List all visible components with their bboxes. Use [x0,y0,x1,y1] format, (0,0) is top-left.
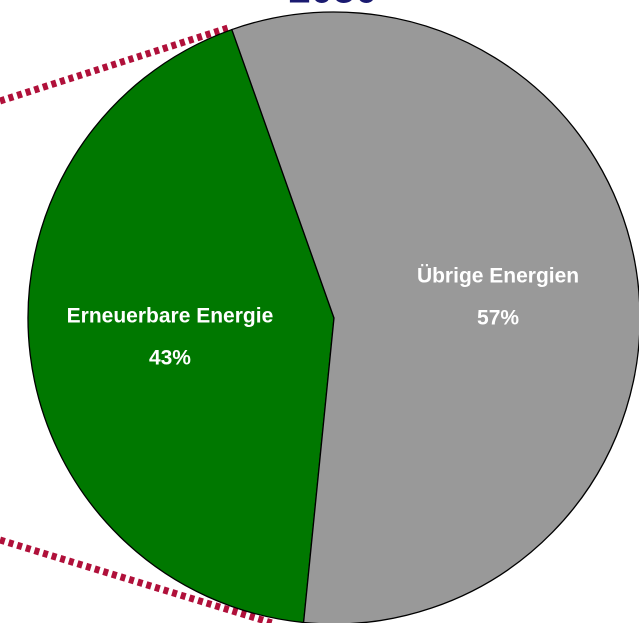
slice-label: Übrige Energien [417,265,579,288]
slice-value-label: 57% [477,307,519,330]
connector-line [0,536,274,623]
chart-title: 2050 [289,0,378,12]
pie-slice [231,11,639,623]
connector-line [0,24,230,105]
pie-slice [27,28,335,623]
slice-value-label: 43% [149,346,191,369]
slice-label: Erneuerbare Energie [67,304,274,327]
